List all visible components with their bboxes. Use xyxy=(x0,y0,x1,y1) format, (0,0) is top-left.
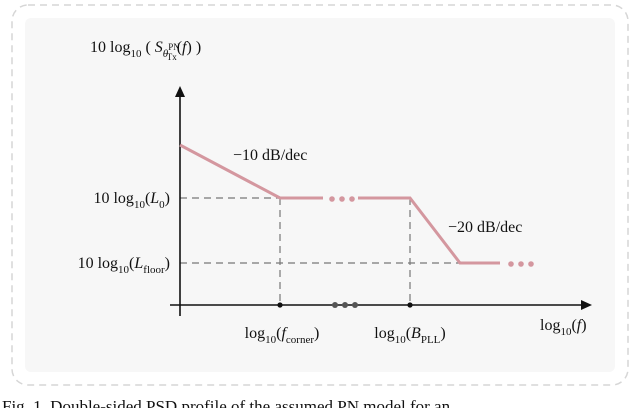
label-part: log xyxy=(245,325,265,342)
label-part: 0 xyxy=(159,199,165,211)
label-part: f xyxy=(577,317,584,334)
label-part: −20 dB/dec xyxy=(448,219,522,236)
level-label: 10 log10(L0) xyxy=(93,190,170,211)
label-part: f xyxy=(182,39,189,56)
label-part: corner xyxy=(286,334,314,346)
label-part: PN xyxy=(168,42,180,52)
label-part: ) ) xyxy=(186,39,201,56)
label-part: −10 dB/dec xyxy=(233,147,307,164)
label-part: ) xyxy=(581,317,586,334)
caption: Fig. 1. Double-sided PSD profile of the … xyxy=(2,397,451,408)
label-part: log xyxy=(374,325,394,342)
label-part: 10 xyxy=(118,264,130,276)
label-part: 10 log xyxy=(90,39,130,56)
label-part: 10 xyxy=(560,326,572,338)
curve-ellipsis xyxy=(329,196,534,267)
label-part: 10 log xyxy=(93,190,133,207)
label-part: ( xyxy=(571,317,576,334)
label-part: ) xyxy=(165,190,170,207)
label-part: θ xyxy=(163,48,169,60)
label-part: ( xyxy=(145,190,150,207)
y-axis-label: 10 log10 ( SθPN Tx(f) ) xyxy=(90,39,201,62)
frequency-label: log10(fcorner) xyxy=(245,325,320,346)
label-part: ( xyxy=(276,325,281,342)
label-part: ( xyxy=(177,39,182,56)
label-part: f xyxy=(281,325,288,342)
label-part: ( xyxy=(129,255,134,272)
label-part: B xyxy=(411,325,421,342)
axis-ellipsis xyxy=(332,302,358,308)
label-part: ) xyxy=(440,325,445,342)
label-part: 10 xyxy=(130,48,142,60)
label-part: 10 xyxy=(265,334,277,346)
panel xyxy=(25,18,615,372)
label-part: 10 xyxy=(395,334,407,346)
psd-curve xyxy=(179,143,500,265)
frequency-label: log10(BPLL) xyxy=(374,325,445,346)
guides xyxy=(180,197,460,305)
label-part: floor xyxy=(143,264,165,276)
label-part: ) xyxy=(314,325,319,342)
label-part: L xyxy=(149,190,159,207)
label-part: ( xyxy=(406,325,411,342)
slope-label: −10 dB/dec xyxy=(233,147,307,164)
label-part: Tx xyxy=(167,52,177,62)
x-axis-label: log10(f) xyxy=(540,317,587,338)
label-part: ( xyxy=(141,39,154,56)
level-label: 10 log10(Lfloor) xyxy=(78,255,170,276)
label-part: log xyxy=(540,317,560,334)
slope-label: −20 dB/dec xyxy=(448,219,522,236)
label-part: S xyxy=(155,39,163,56)
label-part: PLL xyxy=(421,334,441,346)
label-part: 10 xyxy=(134,199,146,211)
axes xyxy=(170,86,592,316)
label-part: L xyxy=(133,255,143,272)
label-part: 10 log xyxy=(78,255,118,272)
label-part: ) xyxy=(165,255,170,272)
